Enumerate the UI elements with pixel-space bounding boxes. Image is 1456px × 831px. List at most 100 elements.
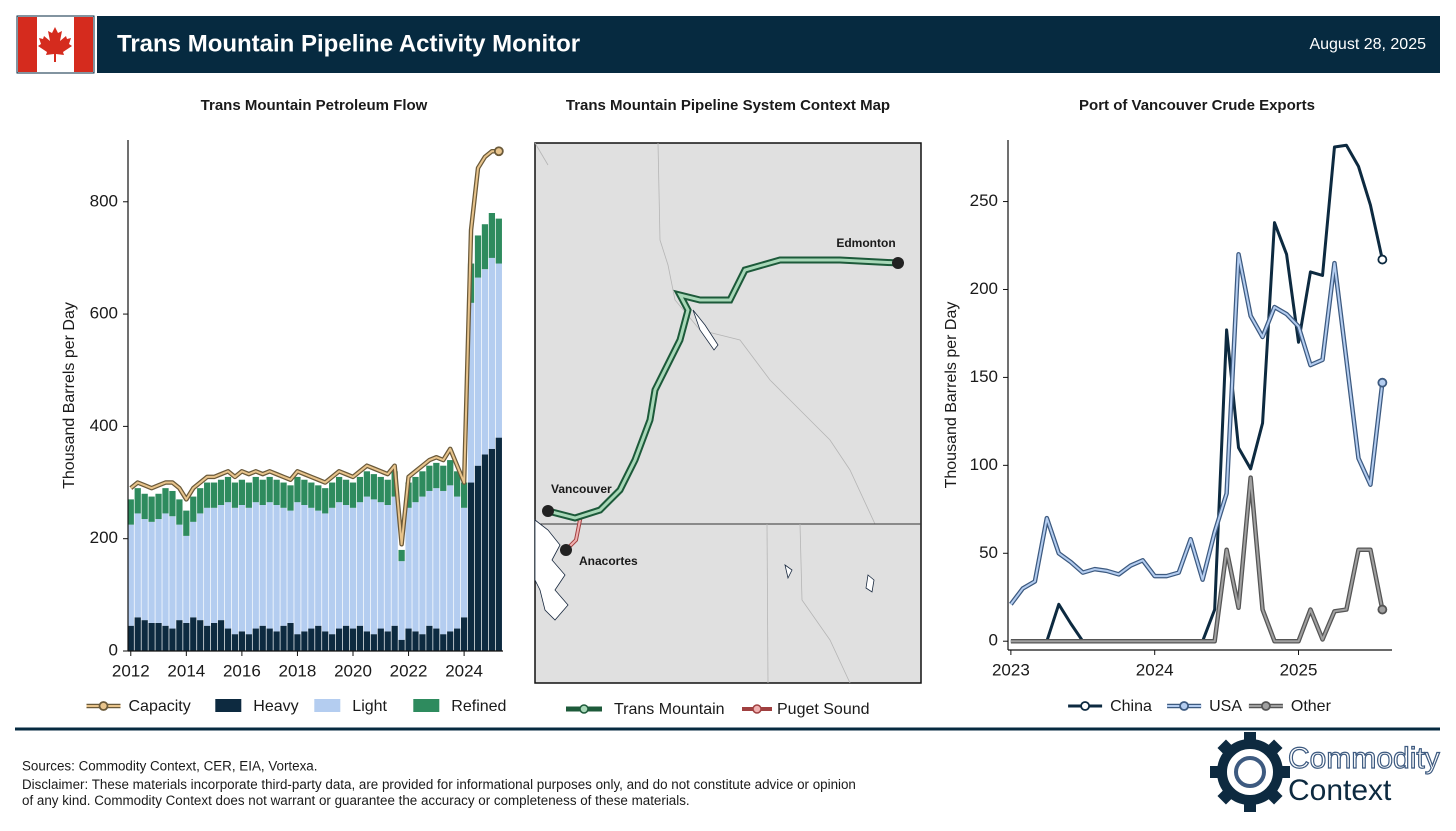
bar: [238, 631, 246, 651]
series-line: [1010, 253, 1384, 605]
bar: [474, 465, 482, 651]
bar: [495, 437, 502, 651]
bar: [488, 257, 496, 449]
legend-marker: [98, 701, 109, 711]
bar: [155, 622, 162, 651]
bar: [454, 628, 461, 651]
bar: [363, 471, 371, 497]
end-marker: [1377, 604, 1388, 615]
bar: [259, 625, 266, 651]
bar: [370, 474, 377, 500]
bar: [238, 479, 246, 505]
bar: [440, 634, 447, 651]
bar: [322, 488, 329, 514]
maple-leaf: [38, 27, 72, 62]
bar: [419, 496, 426, 635]
city-marker: [560, 544, 572, 556]
bar: [252, 476, 259, 503]
y-axis-label: Thousand Barrels per Day: [943, 302, 960, 489]
legend-swatch: [413, 699, 440, 712]
bar: [398, 549, 405, 562]
map-title: Trans Mountain Pipeline System Context M…: [566, 97, 890, 114]
bar: [481, 224, 489, 270]
bar: [155, 519, 162, 623]
y-tick-label: 50: [979, 543, 998, 562]
bar: [405, 507, 412, 629]
bar: [488, 448, 496, 651]
bar: [315, 625, 322, 651]
bar: [447, 460, 454, 486]
bar: [252, 628, 259, 651]
bar: [231, 507, 239, 635]
y-tick-label: 800: [90, 191, 118, 210]
bar: [224, 502, 232, 629]
bar: [454, 496, 461, 629]
legend-label: Other: [1291, 698, 1332, 715]
bar: [440, 490, 447, 635]
bar: [287, 510, 294, 623]
map-frame: [534, 142, 922, 684]
legend-label: Capacity: [129, 698, 191, 715]
y-tick-label: 200: [90, 528, 118, 547]
logo-gear: [1210, 732, 1290, 812]
x-tick-label: 2012: [112, 661, 150, 680]
bar: [224, 476, 232, 503]
bar: [322, 513, 329, 632]
bar: [426, 625, 433, 651]
y-tick-label: 0: [989, 631, 998, 650]
bar: [391, 625, 398, 651]
bar: [481, 269, 489, 455]
header-date: August 28, 2025: [1309, 36, 1426, 53]
bar: [204, 625, 211, 651]
bar: [280, 482, 287, 508]
bar: [134, 488, 141, 514]
bar: [266, 628, 273, 651]
bar: [294, 502, 301, 635]
logo-text: Context: [1288, 774, 1392, 807]
bar: [398, 639, 405, 651]
bar: [245, 507, 252, 635]
legend-label: Refined: [451, 698, 506, 715]
bar: [322, 631, 329, 651]
bar: [259, 505, 266, 626]
bar: [370, 634, 377, 651]
bar: [370, 499, 377, 635]
bar: [447, 631, 454, 651]
bar: [342, 479, 350, 505]
flag-band: [18, 17, 37, 72]
bar: [377, 476, 384, 503]
bar: [426, 465, 433, 491]
bar: [273, 631, 280, 651]
bar: [204, 482, 211, 508]
bar: [495, 263, 502, 438]
legend-label: Heavy: [253, 698, 298, 715]
bar: [384, 505, 391, 632]
bar: [412, 631, 419, 651]
bar: [308, 507, 315, 629]
bar: [210, 507, 218, 623]
legend-marker: [1080, 701, 1090, 711]
y-tick-label: 600: [90, 304, 118, 323]
bar: [356, 502, 364, 626]
bar: [460, 507, 468, 618]
legend-label: USA: [1209, 698, 1242, 715]
bar: [335, 628, 343, 651]
series-line: [130, 150, 499, 546]
bar: [148, 521, 155, 623]
legend-marker: [752, 704, 762, 714]
bar: [329, 507, 336, 635]
legend-label: Light: [352, 698, 387, 715]
x-tick-label: 2024: [445, 661, 483, 680]
bar: [162, 625, 169, 651]
x-tick-label: 2016: [223, 661, 261, 680]
end-marker: [1377, 254, 1388, 265]
bar: [134, 513, 141, 618]
bar: [349, 628, 357, 651]
y-tick-label: 200: [970, 279, 998, 298]
bar: [363, 496, 371, 632]
bar: [335, 502, 343, 629]
x-tick-label: 2024: [1136, 660, 1174, 679]
x-tick-label: 2020: [334, 661, 372, 680]
bar: [315, 510, 322, 626]
